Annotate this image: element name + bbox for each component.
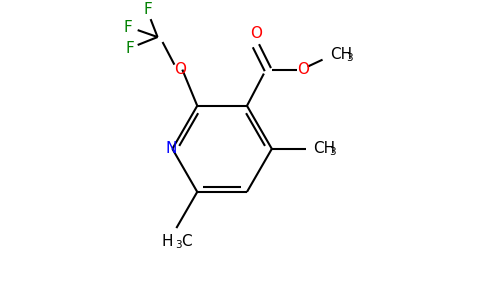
Text: H: H <box>162 235 173 250</box>
Text: 3: 3 <box>175 240 182 250</box>
Text: CH: CH <box>331 47 353 62</box>
Text: O: O <box>297 62 309 77</box>
Text: 3: 3 <box>330 147 336 157</box>
Text: CH: CH <box>314 141 336 156</box>
Text: F: F <box>125 41 134 56</box>
Text: N: N <box>166 141 177 156</box>
Text: C: C <box>182 235 192 250</box>
Text: O: O <box>250 26 262 41</box>
Text: F: F <box>143 2 152 17</box>
Text: F: F <box>123 20 132 34</box>
Text: 3: 3 <box>347 53 353 63</box>
Text: O: O <box>174 62 186 77</box>
